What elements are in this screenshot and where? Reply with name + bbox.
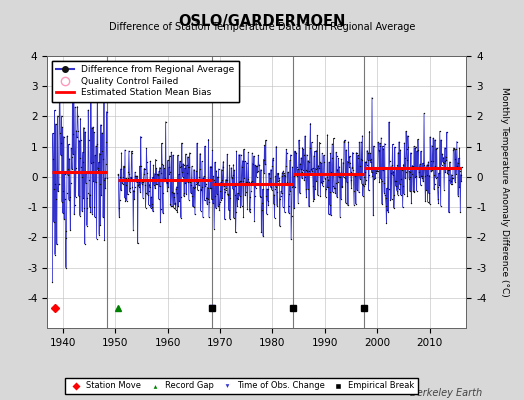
Text: Difference of Station Temperature Data from Regional Average: Difference of Station Temperature Data f…: [109, 22, 415, 32]
Legend: Difference from Regional Average, Quality Control Failed, Estimated Station Mean: Difference from Regional Average, Qualit…: [52, 60, 239, 102]
Text: OSLO/GARDERMOEN: OSLO/GARDERMOEN: [178, 14, 346, 29]
Y-axis label: Monthly Temperature Anomaly Difference (°C): Monthly Temperature Anomaly Difference (…: [500, 87, 509, 297]
Legend: Station Move, Record Gap, Time of Obs. Change, Empirical Break: Station Move, Record Gap, Time of Obs. C…: [64, 378, 418, 394]
Text: Berkeley Earth: Berkeley Earth: [410, 388, 482, 398]
